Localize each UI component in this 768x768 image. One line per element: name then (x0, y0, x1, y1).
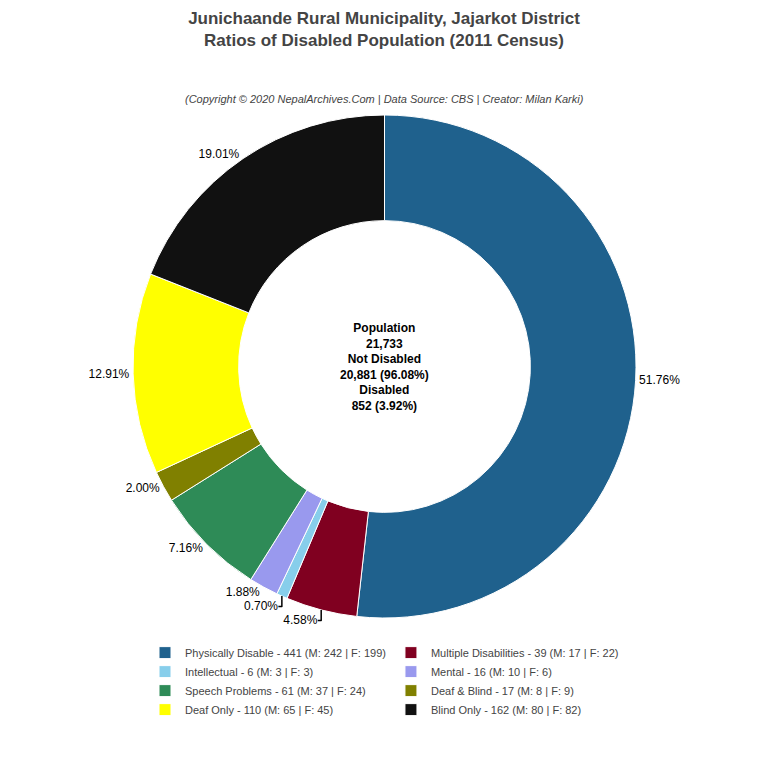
svg-text:Mental - 16 (M: 10 | F: 6): Mental - 16 (M: 10 | F: 6) (431, 666, 552, 678)
svg-text:Speech Problems - 61 (M: 37 |: Speech Problems - 61 (M: 37 | F: 24) (185, 685, 366, 697)
svg-text:Junichaande Rural Municipality: Junichaande Rural Municipality, Jajarkot… (188, 9, 580, 50)
svg-text:2.00%: 2.00% (126, 481, 160, 495)
svg-text:Intellectual - 6 (M: 3 | F: 3): Intellectual - 6 (M: 3 | F: 3) (185, 666, 313, 678)
svg-text:Physically Disable - 441 (M: 2: Physically Disable - 441 (M: 242 | F: 19… (185, 647, 386, 659)
svg-text:Deaf Only - 110 (M: 65 | F: 45: Deaf Only - 110 (M: 65 | F: 45) (185, 704, 333, 716)
svg-text:Deaf & Blind - 17 (M: 8 | F: 9: Deaf & Blind - 17 (M: 8 | F: 9) (431, 685, 574, 697)
svg-text:19.01%: 19.01% (199, 147, 240, 161)
svg-text:Multiple Disabilities - 39 (M:: Multiple Disabilities - 39 (M: 17 | F: 2… (431, 647, 618, 659)
svg-text:12.91%: 12.91% (89, 367, 130, 381)
svg-text:Blind Only - 162 (M: 80 | F: 8: Blind Only - 162 (M: 80 | F: 82) (431, 704, 581, 716)
svg-text:7.16%: 7.16% (169, 541, 203, 555)
svg-text:51.76%: 51.76% (639, 373, 680, 387)
svg-text:0.70%: 0.70% (244, 599, 278, 613)
svg-text:1.88%: 1.88% (226, 585, 260, 599)
svg-text:(Copyright © 2020 NepalArchive: (Copyright © 2020 NepalArchives.Com | Da… (185, 93, 584, 105)
svg-text:Population21,733Not Disabled20: Population21,733Not Disabled20,881 (96.0… (340, 321, 429, 413)
svg-text:4.58%: 4.58% (283, 613, 317, 627)
